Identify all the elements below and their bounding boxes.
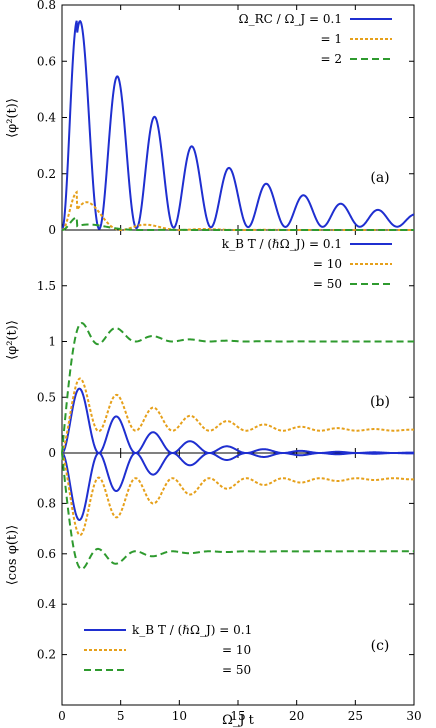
panel-c-ytick-label: 0.2 — [37, 648, 56, 662]
xtick-label: 30 — [406, 709, 421, 723]
panel-b-series-0.1 — [61, 387, 415, 455]
panel-b-series-10 — [61, 377, 415, 454]
xtick-label: 15 — [230, 709, 245, 723]
xtick-label: 0 — [58, 709, 66, 723]
panel-c-ylabel: ⟨cos φ(t)⟩ — [5, 525, 20, 586]
panel-b-ytick-label: 0.5 — [37, 390, 56, 404]
panel-a-ytick-label: 0.8 — [37, 0, 56, 12]
xtick-label: 5 — [117, 709, 125, 723]
panel-a-legend-label: = 1 — [320, 32, 342, 46]
panel-c-label: (c) — [371, 638, 390, 654]
panel-c-ytick-label: 0.6 — [37, 547, 56, 561]
panel-a-label: (a) — [370, 170, 389, 186]
panel-a-legend-label: = 2 — [320, 52, 342, 66]
xtick-label: 20 — [289, 709, 304, 723]
panel-a-ytick-label: 0.4 — [37, 111, 56, 125]
panel-c-legend-label: = 10 — [222, 643, 251, 657]
panel-b-legend-label: = 10 — [313, 257, 342, 271]
panel-b-ytick-label: 1.5 — [37, 279, 56, 293]
panel-a-series-0.1 — [61, 19, 415, 231]
panel-b-ytick-label: 1 — [48, 335, 56, 349]
panel-c-legend-label: = 50 — [222, 663, 251, 677]
panel-c-ytick-label: 0.4 — [37, 597, 56, 611]
panel-a-ytick-label: 0.6 — [37, 54, 56, 68]
panel-c-series-50 — [61, 452, 414, 571]
panel-b-ytick-label: 0 — [48, 446, 56, 460]
xtick-label: 10 — [172, 709, 187, 723]
panel-a-ylabel: ⟨φ²(t)⟩ — [5, 98, 20, 138]
panel-c-series-10 — [61, 452, 415, 537]
panel-c-series-0.1 — [61, 451, 415, 522]
panel-a-series-2 — [61, 216, 414, 231]
panel-a-ytick-label: 0 — [48, 223, 56, 237]
x-axis-label: Ω_J t — [222, 713, 255, 728]
xtick-label: 25 — [348, 709, 363, 723]
panel-b-legend-label: = 50 — [313, 277, 342, 291]
panel-a-legend-label: Ω_RC / Ω_J = 0.1 — [239, 12, 342, 26]
panel-b-ylabel: ⟨φ²(t)⟩ — [5, 320, 20, 360]
panel-b-label: (b) — [370, 394, 390, 410]
panel-a-ytick-label: 0.2 — [37, 167, 56, 181]
panel-b-series-50 — [61, 322, 414, 454]
panel-c-legend-label: k_B T / (ℏΩ_J) = 0.1 — [132, 623, 252, 637]
panel-b-legend-label: k_B T / (ℏΩ_J) = 0.1 — [222, 237, 342, 251]
panel-c-ytick-label: 0.8 — [37, 496, 56, 510]
